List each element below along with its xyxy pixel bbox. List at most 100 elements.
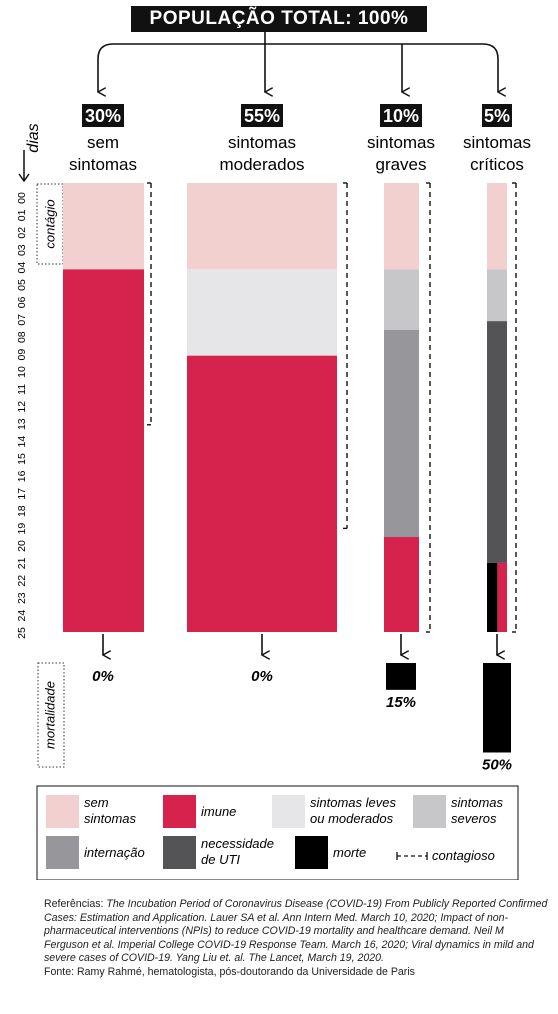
bar-segment — [187, 355, 337, 632]
reference-2: Impact of non-pharmaceutical interventio… — [44, 911, 509, 951]
bar-segment — [384, 537, 419, 632]
group-name-line2: críticos — [470, 155, 524, 174]
legend-label: internação — [84, 845, 145, 860]
day-tick-label: 11 — [16, 384, 28, 395]
legend-label-line2: sintomas — [84, 811, 137, 826]
day-tick-label: 04 — [16, 262, 28, 274]
legend-label-line1: sintomas — [451, 795, 504, 810]
bar-segment — [187, 183, 337, 270]
references: Referências: The Incubation Period of Co… — [44, 898, 549, 979]
chart-title: POPULAÇÃO TOTAL: 100% — [131, 6, 427, 32]
distribution-arrows — [98, 32, 498, 92]
legend-swatch — [46, 836, 79, 869]
day-tick-label: 07 — [16, 314, 28, 326]
bar-segment — [487, 183, 507, 270]
day-tick-label: 08 — [16, 331, 28, 343]
mortality-section: mortalidade 0% 0% 15% 50% — [37, 634, 512, 774]
mortality-bar — [483, 663, 511, 753]
day-tick-label: 03 — [16, 244, 28, 256]
mortalidade-label: mortalidade — [42, 681, 57, 749]
mortality-value: 50% — [482, 757, 512, 774]
group-name-line1: sintomas — [228, 133, 296, 152]
legend-swatch — [272, 795, 305, 828]
group-percent: 55% — [244, 106, 280, 126]
day-tick-label: 18 — [16, 505, 28, 517]
group-name-line2: moderados — [219, 155, 304, 174]
group-percent: 5% — [484, 106, 510, 126]
mortality-value: 15% — [386, 694, 416, 711]
legend-label-line1: sintomas leves — [310, 795, 396, 810]
day-tick-label: 12 — [16, 401, 28, 413]
contagio-label: contágio — [42, 199, 57, 248]
day-tick-label: 19 — [16, 523, 28, 535]
legend-swatch — [163, 795, 196, 828]
legend-label-line2: severos — [451, 811, 497, 826]
reference-1: The Incubation Period of Coronavirus Dis… — [44, 898, 548, 924]
bar-segment — [63, 183, 144, 270]
legend-label: contagioso — [432, 848, 495, 863]
group-name-line1: sintomas — [463, 133, 531, 152]
day-tick-label: 10 — [16, 366, 28, 378]
bar-segment — [487, 321, 507, 563]
days-axis-arrowhead — [18, 173, 30, 183]
group-percent: 30% — [85, 106, 121, 126]
legend-swatch — [163, 836, 196, 869]
legend-label-line1: necessidade — [201, 836, 274, 851]
group-percent-badge — [380, 104, 422, 127]
day-tick-label: 02 — [16, 227, 28, 239]
day-tick-label: 23 — [16, 592, 28, 604]
day-tick-label: 00 — [16, 192, 28, 204]
day-tick-label: 20 — [16, 540, 28, 552]
day-tick-label: 16 — [16, 470, 28, 482]
mortality-value: 0% — [92, 668, 114, 685]
bar-segment — [384, 329, 419, 538]
bar-segment — [487, 269, 507, 322]
legend-label-line1: sem — [84, 795, 109, 810]
legend-label-line2: ou moderados — [310, 811, 394, 826]
group-headers: 30% sem sintomas 55% sintomas moderados 10% sin… — [69, 104, 531, 174]
legend-label: morte — [333, 845, 366, 860]
legend-label: imune — [201, 804, 236, 819]
group-percent-badge — [82, 104, 124, 127]
day-tick-label: 15 — [16, 453, 28, 465]
day-tick-label: 06 — [16, 296, 28, 308]
group-name-line1: sem — [87, 133, 119, 152]
day-tick-label: 25 — [16, 627, 28, 639]
group-name-line2: graves — [375, 155, 426, 174]
days-axis-label: dias — [25, 123, 42, 152]
day-tick-label: 09 — [16, 349, 28, 361]
references-source: Fonte: Ramy Rahmé, hematologista, pós-do… — [44, 965, 415, 978]
bar-segment — [384, 269, 419, 330]
infographic-chart: dias 00 01 02 03 04 05 06 07 08 09 10 11 12 13 14 15 16 17… — [16, 32, 531, 880]
group-percent-badge — [482, 104, 512, 127]
days-axis: dias 00 01 02 03 04 05 06 07 08 09 10 11 12 13 14 15 16 17… — [16, 123, 64, 639]
day-tick-label: 01 — [16, 209, 28, 221]
group-percent: 10% — [383, 106, 419, 126]
day-tick-label: 13 — [16, 418, 28, 430]
flow-bracket — [113, 43, 499, 60]
day-tick-label: 21 — [16, 557, 28, 569]
legend-swatch — [295, 836, 328, 869]
group-name-line2: sintomas — [69, 155, 137, 174]
group-name-line1: sintomas — [367, 133, 435, 152]
legend-box — [36, 785, 519, 880]
day-tick-label: 22 — [16, 575, 28, 587]
reference-3: Viral dynamics in mild and severe cases … — [44, 938, 534, 965]
mortality-value: 0% — [251, 668, 273, 685]
bar-segment — [63, 269, 144, 632]
bar-segment-imune — [497, 562, 507, 632]
legend-swatch — [46, 795, 79, 828]
group-percent-badge — [241, 104, 283, 127]
bars — [63, 183, 507, 632]
mortalidade-box — [37, 662, 65, 768]
day-tick-label: 14 — [16, 436, 28, 448]
bar-segment-morte — [487, 562, 498, 632]
legend-label-line2: de UTI — [201, 852, 240, 867]
references-prefix: Referências: — [44, 898, 107, 910]
contagious-intervals — [147, 182, 517, 633]
day-tick-label: 17 — [16, 488, 28, 500]
bar-segment — [187, 269, 337, 356]
arrow-group-1 — [98, 43, 114, 92]
contagio-box — [36, 183, 64, 265]
